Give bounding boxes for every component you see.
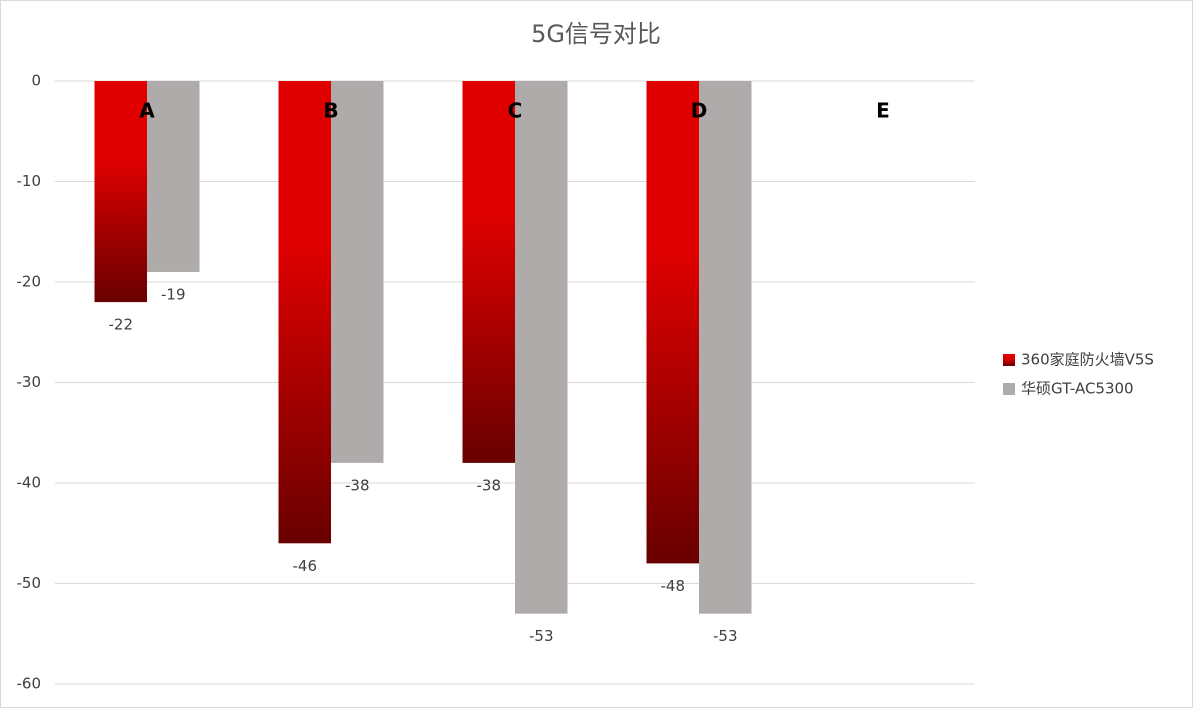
bar <box>515 81 568 614</box>
bar <box>646 81 699 564</box>
chart-title: 5G信号对比 <box>531 20 661 48</box>
bar <box>147 81 200 272</box>
bar <box>462 81 515 463</box>
x-tick-label: A <box>139 99 155 123</box>
legend-swatch <box>1003 354 1015 366</box>
y-tick-label: -10 <box>17 172 42 190</box>
x-tick-label: C <box>508 99 523 123</box>
y-tick-label: -20 <box>17 273 42 291</box>
y-tick-label: 0 <box>31 72 41 90</box>
y-tick-label: -60 <box>17 675 42 693</box>
data-label: -19 <box>161 285 186 303</box>
x-tick-label: B <box>323 99 338 123</box>
data-label: -38 <box>477 476 502 494</box>
y-tick-label: -30 <box>17 373 42 391</box>
x-tick-label: E <box>876 99 890 123</box>
legend-label: 360家庭防火墙V5S <box>1021 351 1154 369</box>
data-label: -38 <box>345 476 370 494</box>
legend-label: 华硕GT-AC5300 <box>1021 380 1134 398</box>
y-tick-label: -40 <box>17 474 42 492</box>
data-label: -22 <box>109 316 134 334</box>
bar <box>331 81 384 463</box>
data-label: -53 <box>713 627 738 645</box>
y-tick-label: -50 <box>17 574 42 592</box>
bar <box>94 81 147 303</box>
bar <box>699 81 752 614</box>
data-label: -46 <box>293 557 318 575</box>
data-label: -53 <box>529 627 554 645</box>
x-tick-label: D <box>691 99 708 123</box>
bar <box>278 81 331 544</box>
data-label: -48 <box>661 577 686 595</box>
legend-swatch <box>1003 383 1015 395</box>
